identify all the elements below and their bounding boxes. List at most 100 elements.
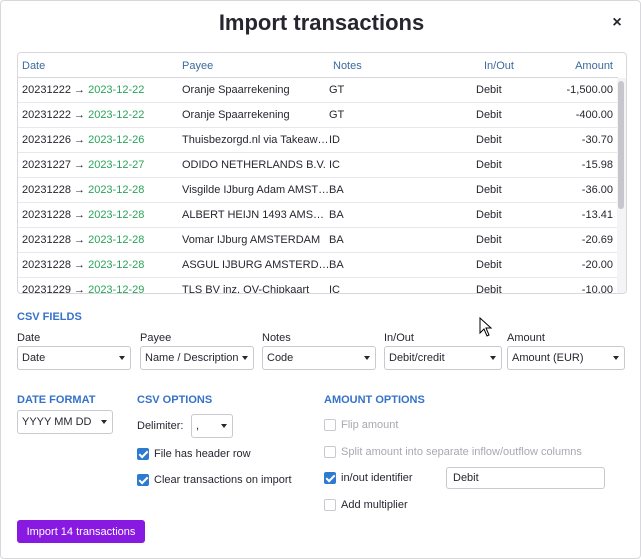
raw-date: 20231222 bbox=[22, 84, 71, 96]
inout-identifier-input[interactable] bbox=[446, 467, 605, 489]
cell-amount: -36.00 bbox=[581, 184, 613, 196]
chevron-down-icon bbox=[490, 356, 496, 360]
parsed-date: 2023-12-22 bbox=[88, 109, 145, 121]
table-row[interactable]: 20231228 → 2023-12-28 ALBERT HEIJN 1493 A… bbox=[18, 203, 618, 228]
table-row[interactable]: 20231229 → 2023-12-29 TLS BV inz. OV-Chip… bbox=[18, 278, 618, 293]
close-icon[interactable]: × bbox=[612, 14, 622, 31]
checkbox-unchecked-icon[interactable] bbox=[324, 499, 336, 511]
table-row[interactable]: 20231222 → 2023-12-22 Oranje Spaarrekenin… bbox=[18, 78, 618, 103]
cell-amount: -15.98 bbox=[581, 159, 613, 171]
table-body: 20231222 → 2023-12-22 Oranje Spaarrekenin… bbox=[18, 78, 618, 293]
cell-payee: ALBERT HEIJN 1493 AMSTERDAM bbox=[182, 209, 330, 221]
raw-date: 20231228 bbox=[22, 209, 71, 221]
arrow-right-icon: → bbox=[74, 109, 86, 121]
cell-amount: -1,500.00 bbox=[566, 84, 613, 96]
table-row[interactable]: 20231228 → 2023-12-28 ASGUL IJBURG AMSTER… bbox=[18, 253, 618, 278]
cell-notes: BA bbox=[329, 184, 344, 196]
checkbox-checked-icon[interactable] bbox=[137, 474, 149, 486]
header-notes[interactable]: Notes bbox=[333, 60, 362, 72]
chevron-down-icon bbox=[221, 424, 227, 428]
table-row[interactable]: 20231227 → 2023-12-27 ODIDO NETHERLANDS B… bbox=[18, 153, 618, 178]
table-row[interactable]: 20231226 → 2023-12-26 Thuisbezorgd.nl via… bbox=[18, 128, 618, 153]
cell-date: 20231228 → 2023-12-28 bbox=[22, 209, 182, 221]
flip-amount-label: Flip amount bbox=[341, 419, 399, 431]
inout-identifier-label: in/out identifier bbox=[341, 472, 413, 484]
split-amount-label: Split amount into separate inflow/outflo… bbox=[341, 446, 582, 458]
cell-inout: Debit bbox=[476, 134, 502, 146]
cell-date: 20231227 → 2023-12-27 bbox=[22, 159, 182, 171]
header-row-label: File has header row bbox=[154, 448, 251, 460]
cell-inout: Debit bbox=[476, 159, 502, 171]
cell-payee: Visgilde IJburg Adam AMSTERDAM bbox=[182, 184, 330, 196]
header-inout[interactable]: In/Out bbox=[484, 60, 514, 72]
date-format-select[interactable]: YYYY MM DD bbox=[17, 410, 113, 434]
parsed-date: 2023-12-28 bbox=[88, 259, 145, 271]
field-label-inout: In/Out bbox=[384, 332, 414, 344]
cell-notes: BA bbox=[329, 209, 344, 221]
table-header: Date Payee Notes In/Out Amount bbox=[18, 53, 618, 78]
raw-date: 20231229 bbox=[22, 284, 71, 293]
amount-options-title: AMOUNT OPTIONS bbox=[324, 394, 425, 406]
import-button[interactable]: Import 14 transactions bbox=[17, 520, 145, 543]
arrow-right-icon: → bbox=[74, 259, 86, 271]
header-payee[interactable]: Payee bbox=[182, 60, 214, 72]
cell-notes: ID bbox=[329, 134, 340, 146]
payee-field-select[interactable]: Name / Description bbox=[140, 346, 254, 370]
parsed-date: 2023-12-28 bbox=[88, 234, 145, 246]
arrow-right-icon: → bbox=[74, 84, 86, 96]
inout-field-select[interactable]: Debit/credit bbox=[384, 346, 502, 370]
date-field-select[interactable]: Date bbox=[17, 346, 131, 370]
cell-payee: Oranje Spaarrekening bbox=[182, 84, 290, 96]
parsed-date: 2023-12-29 bbox=[88, 284, 145, 293]
checkbox-unchecked-icon[interactable] bbox=[324, 419, 336, 431]
cell-amount: -20.00 bbox=[581, 259, 613, 271]
arrow-right-icon: → bbox=[74, 184, 86, 196]
field-label-date: Date bbox=[17, 332, 41, 344]
delimiter-select[interactable]: , bbox=[191, 414, 233, 438]
cell-payee: Vomar IJburg AMSTERDAM bbox=[182, 234, 321, 246]
field-label-payee: Payee bbox=[140, 332, 172, 344]
raw-date: 20231228 bbox=[22, 184, 71, 196]
cell-amount: -30.70 bbox=[581, 134, 613, 146]
notes-field-value: Code bbox=[267, 352, 294, 364]
header-date[interactable]: Date bbox=[22, 60, 46, 72]
cell-notes: IC bbox=[329, 284, 340, 293]
table-scrollbar[interactable] bbox=[617, 78, 626, 293]
delimiter-label: Delimiter: bbox=[137, 420, 184, 432]
checkbox-unchecked-icon[interactable] bbox=[324, 446, 336, 458]
cell-inout: Debit bbox=[476, 259, 502, 271]
cell-payee: ASGUL IJBURG AMSTERDAM bbox=[182, 259, 330, 271]
checkbox-checked-icon[interactable] bbox=[137, 448, 149, 460]
chevron-down-icon bbox=[613, 356, 619, 360]
amount-field-select[interactable]: Amount (EUR) bbox=[507, 346, 625, 370]
checkbox-checked-icon[interactable] bbox=[324, 472, 336, 484]
cell-notes: BA bbox=[329, 259, 344, 271]
table-row[interactable]: 20231228 → 2023-12-28 Visgilde IJburg Ada… bbox=[18, 178, 618, 203]
chevron-down-icon bbox=[101, 420, 107, 424]
parsed-date: 2023-12-26 bbox=[88, 134, 145, 146]
arrow-right-icon: → bbox=[74, 284, 86, 293]
cell-date: 20231228 → 2023-12-28 bbox=[22, 234, 182, 246]
cell-date: 20231228 → 2023-12-28 bbox=[22, 259, 182, 271]
cell-amount: -20.69 bbox=[581, 234, 613, 246]
scrollbar-thumb[interactable] bbox=[618, 81, 624, 209]
notes-field-select[interactable]: Code bbox=[262, 346, 376, 370]
table-row[interactable]: 20231222 → 2023-12-22 Oranje Spaarrekenin… bbox=[18, 103, 618, 128]
cell-inout: Debit bbox=[476, 109, 502, 121]
cell-inout: Debit bbox=[476, 234, 502, 246]
cell-inout: Debit bbox=[476, 284, 502, 293]
cell-notes: GT bbox=[329, 84, 345, 96]
chevron-down-icon bbox=[242, 356, 248, 360]
field-label-amount: Amount bbox=[507, 332, 545, 344]
table-row[interactable]: 20231228 → 2023-12-28 Vomar IJburg AMSTER… bbox=[18, 228, 618, 253]
field-label-notes: Notes bbox=[262, 332, 291, 344]
csv-fields-title: CSV FIELDS bbox=[17, 311, 82, 323]
add-multiplier-label: Add multiplier bbox=[341, 499, 408, 511]
parsed-date: 2023-12-28 bbox=[88, 184, 145, 196]
header-amount[interactable]: Amount bbox=[575, 60, 613, 72]
cell-payee: TLS BV inz. OV-Chipkaart bbox=[182, 284, 310, 293]
parsed-date: 2023-12-22 bbox=[88, 84, 145, 96]
raw-date: 20231226 bbox=[22, 134, 71, 146]
cell-payee: ODIDO NETHERLANDS B.V. bbox=[182, 159, 326, 171]
